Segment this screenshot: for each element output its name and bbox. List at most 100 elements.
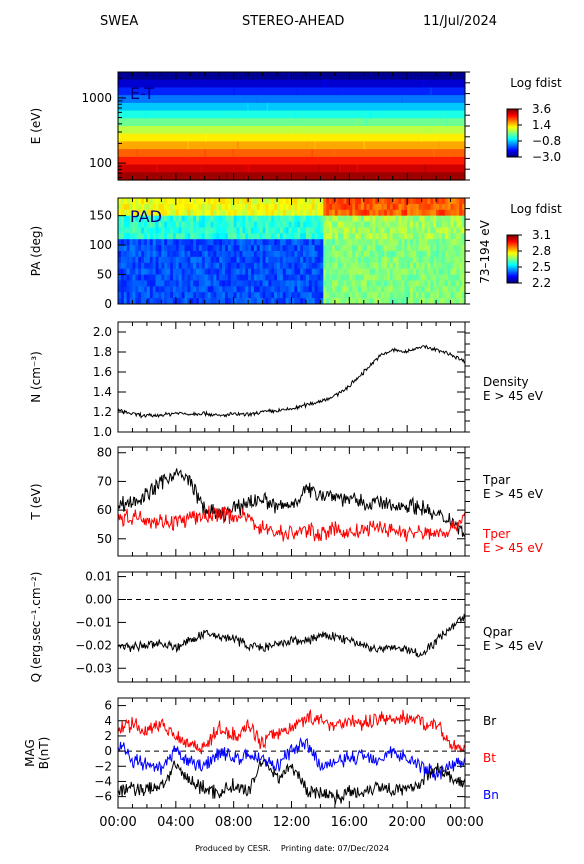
- pad-cell: [375, 292, 379, 299]
- pad-cell: [230, 274, 234, 281]
- pad-cell: [198, 298, 203, 305]
- pad-cell: [242, 286, 246, 293]
- pad-cell: [265, 262, 269, 269]
- pad-cell: [161, 239, 165, 246]
- pad-cell: [172, 262, 177, 269]
- et-noise: [398, 79, 400, 88]
- pad-cell: [282, 292, 287, 299]
- pad-cell: [389, 268, 394, 275]
- pad-cell: [386, 262, 391, 269]
- pad-cell: [372, 209, 376, 216]
- pad-cell: [407, 262, 411, 269]
- pad-cell: [343, 245, 347, 252]
- et-noise: [290, 126, 293, 134]
- pad-cell: [381, 280, 385, 287]
- et-noise: [191, 149, 193, 157]
- pad-cell: [204, 245, 208, 252]
- pad-cell: [118, 233, 122, 240]
- pad-cell: [433, 209, 437, 216]
- pad-cell: [126, 215, 130, 222]
- pad-cell: [135, 286, 139, 293]
- pad-cell: [265, 209, 269, 216]
- pad-cell: [233, 274, 237, 281]
- pad-cell: [433, 268, 437, 275]
- pad-cell: [144, 286, 148, 293]
- pad-cell: [363, 221, 367, 228]
- pad-cell: [239, 262, 243, 269]
- pad-cell: [277, 274, 281, 281]
- pad-cell: [436, 280, 440, 287]
- pad-cell: [144, 209, 148, 216]
- pad-cell: [219, 221, 223, 228]
- pad-cell: [262, 198, 266, 205]
- pad-cell: [227, 245, 232, 252]
- pad-cell: [242, 203, 246, 211]
- heat-flux-ytick-label: 0.00: [85, 593, 112, 607]
- pad-cell: [453, 286, 457, 293]
- pad-cell: [155, 203, 159, 211]
- pad-cell: [407, 198, 411, 205]
- pad-cell: [404, 298, 408, 305]
- pad-cell: [251, 268, 255, 275]
- pad-cell: [447, 251, 451, 258]
- pad-cell: [279, 245, 284, 252]
- pad-cell: [239, 256, 243, 264]
- pad-cell: [132, 274, 136, 281]
- pad-cell: [144, 233, 148, 240]
- pad-cell: [363, 198, 367, 205]
- pad-cell: [447, 239, 451, 246]
- pad-cell: [378, 292, 382, 299]
- colorbar-segment: [507, 277, 518, 279]
- pad-cell: [331, 227, 336, 234]
- pad-cell: [410, 268, 414, 275]
- pad-cell: [282, 215, 287, 222]
- pad-cell: [204, 298, 208, 305]
- pad-cell: [401, 262, 405, 269]
- pad-cell: [323, 198, 327, 205]
- pad-cell: [149, 198, 153, 205]
- pad-cell: [271, 245, 275, 252]
- pad-cell: [331, 198, 336, 205]
- pad-cell: [404, 262, 408, 269]
- pad-cell: [441, 280, 446, 287]
- pad-cell: [444, 268, 448, 275]
- pad-cell: [366, 280, 370, 287]
- pad-cell: [251, 286, 255, 293]
- pad-cell: [126, 239, 130, 246]
- colorbar-segment: [507, 134, 518, 136]
- pad-cell: [331, 274, 336, 281]
- et-band: [118, 87, 465, 96]
- pad-cell: [305, 233, 310, 240]
- pad-cell: [346, 233, 350, 240]
- pad-cell: [170, 286, 174, 293]
- colorbar-title: Log fdist: [510, 202, 562, 216]
- pad-cell: [314, 221, 318, 228]
- pad-cell: [239, 233, 243, 240]
- pad-cell: [256, 215, 260, 222]
- pad-cell: [245, 280, 249, 287]
- pad-cell: [193, 280, 197, 287]
- pad-cell: [141, 221, 145, 228]
- pad-cell: [265, 245, 269, 252]
- pad-cell: [311, 251, 315, 258]
- pad-cell: [135, 245, 139, 252]
- pad-cell: [300, 215, 304, 222]
- pad-cell: [337, 256, 341, 264]
- pad-cell: [219, 274, 223, 281]
- et-noise: [449, 149, 451, 157]
- pad-cell: [230, 245, 234, 252]
- pad-cell: [447, 274, 451, 281]
- pad-cell: [447, 262, 451, 269]
- heat-flux-ylabel: Q (erg.sec⁻¹.cm⁻²): [29, 572, 43, 683]
- pad-cell: [343, 221, 347, 228]
- pad-cell: [398, 286, 402, 293]
- pad-cell: [433, 274, 437, 281]
- pad-cell: [118, 221, 122, 228]
- pad-cell: [274, 298, 278, 305]
- pad-cell: [407, 239, 411, 246]
- pad-cell: [245, 274, 249, 281]
- pad-cell: [170, 198, 174, 205]
- pad-cell: [210, 298, 214, 305]
- magnetic-field-ytick-label: 4: [104, 714, 112, 728]
- pad-cell: [120, 221, 125, 228]
